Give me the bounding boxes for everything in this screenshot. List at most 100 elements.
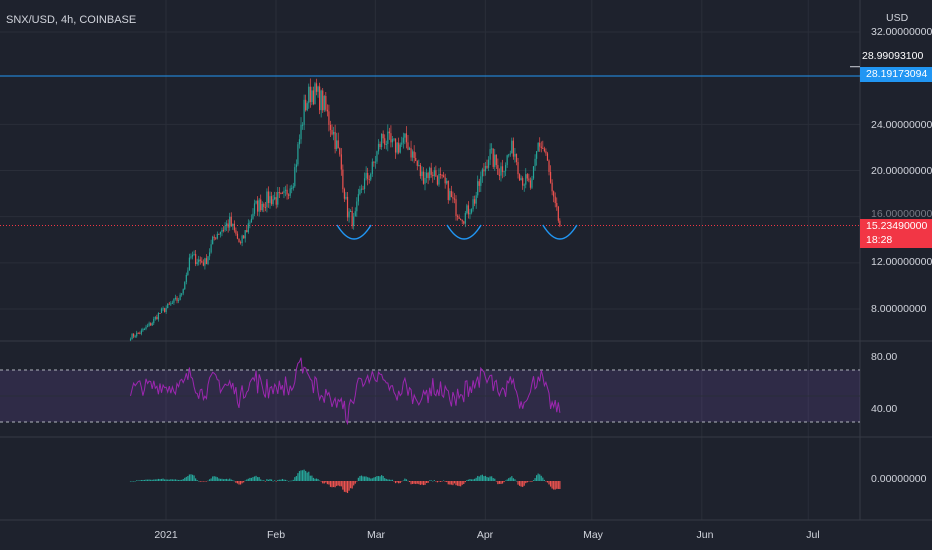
macd-bar	[160, 478, 163, 481]
candle-body	[300, 124, 302, 140]
macd-bar	[368, 477, 370, 481]
candle-body	[281, 192, 284, 194]
macd-bar	[337, 481, 339, 486]
candle-body	[554, 196, 556, 204]
candle-body	[551, 182, 553, 192]
macd-bar	[424, 481, 426, 485]
macd-bar	[470, 479, 473, 481]
macd-bar	[174, 479, 177, 481]
macd-bar	[300, 470, 302, 481]
candle-body	[332, 131, 335, 135]
candle-body	[443, 175, 445, 178]
candle-body	[139, 333, 141, 335]
candle-body	[342, 169, 344, 190]
time-tick-may: May	[583, 529, 603, 541]
candle-body	[511, 140, 513, 154]
macd-bar	[456, 481, 459, 486]
macd-bar	[207, 480, 209, 482]
candle-body	[387, 131, 389, 144]
candle-body	[269, 196, 271, 204]
candle-body	[449, 191, 451, 200]
candle-body	[477, 181, 479, 196]
macd-bar	[464, 481, 466, 483]
macd-bar	[219, 478, 222, 481]
candle-body	[522, 178, 524, 186]
candle-body	[329, 124, 332, 131]
macd-bar	[436, 481, 439, 483]
candle-body	[131, 333, 133, 340]
macd-bar	[452, 481, 454, 486]
time-tick-2021: 2021	[154, 529, 178, 541]
macd-bar	[553, 481, 555, 490]
price-tick-20: 20.00000000	[871, 165, 932, 177]
candle-body	[469, 212, 471, 215]
candle-body	[415, 157, 417, 162]
candle-body	[247, 223, 249, 233]
candle-body	[374, 161, 377, 163]
macd-bar	[357, 477, 359, 481]
macd-bar	[556, 481, 558, 489]
candle-body	[542, 147, 544, 149]
macd-bar	[257, 477, 259, 481]
macd-bar	[306, 472, 308, 481]
macd-bar	[523, 481, 525, 486]
macd-bar	[143, 479, 146, 481]
candle-body	[260, 199, 262, 211]
macd-bar	[226, 478, 228, 481]
macd-bar	[317, 479, 319, 481]
candle-body	[500, 166, 502, 176]
macd-bar	[184, 477, 186, 481]
bar-countdown-badge: 18:28	[860, 233, 932, 248]
macd-bar	[218, 478, 220, 481]
macd-bar	[250, 477, 253, 481]
candle-body	[531, 178, 533, 188]
macd-tick-zero: 0.00000000	[871, 473, 927, 485]
candle-body	[408, 148, 411, 150]
macd-bar	[350, 481, 352, 489]
candle-body	[207, 256, 209, 265]
macd-bar	[298, 471, 301, 481]
candle-body	[416, 161, 418, 166]
macd-bar	[554, 481, 556, 490]
candle-body	[288, 194, 290, 196]
rsi-tick-80: 80.00	[871, 351, 898, 363]
candle-body	[427, 172, 429, 179]
macd-bar	[252, 477, 254, 481]
macd-bar	[542, 477, 544, 481]
macd-bar	[522, 481, 524, 487]
candle-body	[215, 237, 217, 239]
candle-body	[216, 233, 218, 239]
candle-body	[142, 329, 144, 331]
macd-bar	[385, 478, 387, 481]
macd-bar	[402, 480, 404, 482]
candle-body	[190, 256, 192, 258]
candle-body	[526, 174, 528, 179]
macd-bar	[274, 480, 276, 481]
candle-body	[343, 189, 346, 199]
candle-body	[204, 258, 206, 266]
candle-body	[438, 173, 440, 185]
macd-bar	[422, 481, 425, 486]
macd-bar	[261, 480, 263, 481]
candle-body	[421, 171, 423, 177]
price-tick-32: 32.00000000	[871, 26, 932, 38]
macd-bar	[291, 480, 293, 482]
candle-body	[239, 242, 242, 244]
candle-body	[199, 259, 201, 261]
candle-body	[305, 99, 307, 111]
macd-bar	[264, 481, 266, 482]
macd-bar	[230, 479, 232, 481]
macd-bar	[332, 481, 335, 488]
candle-body	[390, 133, 392, 143]
candle-body	[212, 236, 214, 245]
macd-bar	[308, 471, 310, 481]
macd-bar	[204, 481, 206, 482]
macd-bar	[505, 480, 507, 482]
macd-bar	[441, 481, 443, 482]
current-price-badge: 15.23490000	[860, 219, 932, 234]
candle-body	[353, 216, 355, 227]
candle-body	[446, 180, 448, 184]
macd-bar	[212, 476, 214, 481]
candle-body	[198, 259, 200, 263]
